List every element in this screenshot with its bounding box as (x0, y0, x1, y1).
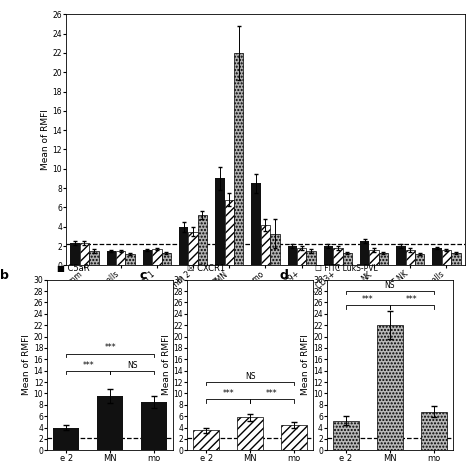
Text: ***: *** (362, 295, 374, 304)
Text: d: d (279, 269, 288, 283)
Bar (70, 243, 80, 265)
Bar (432, 248, 442, 265)
Bar (188, 232, 198, 265)
Text: ***: *** (104, 344, 116, 353)
Y-axis label: Mean of RMFI: Mean of RMFI (162, 335, 171, 395)
Text: ☒ CXCR1: ☒ CXCR1 (187, 264, 225, 273)
Bar (281, 425, 307, 450)
Text: NS: NS (384, 281, 395, 290)
Bar (333, 248, 343, 265)
Bar (215, 179, 225, 265)
Bar (270, 234, 280, 265)
Bar (162, 253, 171, 265)
Bar (333, 421, 359, 450)
Text: NS: NS (127, 361, 137, 370)
Bar (152, 249, 162, 265)
Bar (396, 246, 406, 265)
Text: ***: *** (82, 361, 94, 370)
Text: ***: *** (222, 389, 234, 398)
Bar (306, 251, 316, 265)
Bar (420, 411, 447, 450)
Bar (379, 253, 388, 265)
Bar (89, 251, 99, 265)
Bar (343, 253, 352, 265)
Bar (406, 250, 415, 265)
Text: ■ C5aR: ■ C5aR (57, 264, 90, 273)
Bar (143, 250, 152, 265)
Text: c: c (139, 269, 147, 283)
Bar (251, 183, 261, 265)
Text: b: b (0, 269, 9, 283)
Bar (377, 325, 403, 450)
Bar (80, 243, 89, 265)
Bar (288, 246, 297, 265)
Bar (125, 254, 135, 265)
Bar (97, 396, 123, 450)
Bar (234, 53, 243, 265)
Text: ☐ FITC LukS-PVL: ☐ FITC LukS-PVL (315, 264, 377, 273)
Bar (237, 417, 263, 450)
Text: NS: NS (245, 372, 255, 381)
Bar (198, 215, 207, 265)
Bar (225, 200, 234, 265)
Bar (451, 253, 461, 265)
Y-axis label: Mean of RMFI: Mean of RMFI (301, 335, 310, 395)
Bar (116, 251, 125, 265)
Bar (193, 430, 219, 450)
Bar (442, 250, 451, 265)
Bar (415, 254, 424, 265)
Bar (261, 225, 270, 265)
Bar (179, 227, 188, 265)
Y-axis label: Mean of RMFI: Mean of RMFI (22, 335, 31, 395)
Text: ***: *** (406, 295, 418, 304)
Bar (53, 428, 80, 450)
Bar (324, 246, 333, 265)
Y-axis label: Mean of RMFI: Mean of RMFI (41, 109, 50, 170)
Bar (369, 250, 379, 265)
Bar (360, 241, 369, 265)
Bar (297, 248, 306, 265)
Bar (141, 402, 167, 450)
Text: ***: *** (266, 389, 278, 398)
Bar (107, 251, 116, 265)
